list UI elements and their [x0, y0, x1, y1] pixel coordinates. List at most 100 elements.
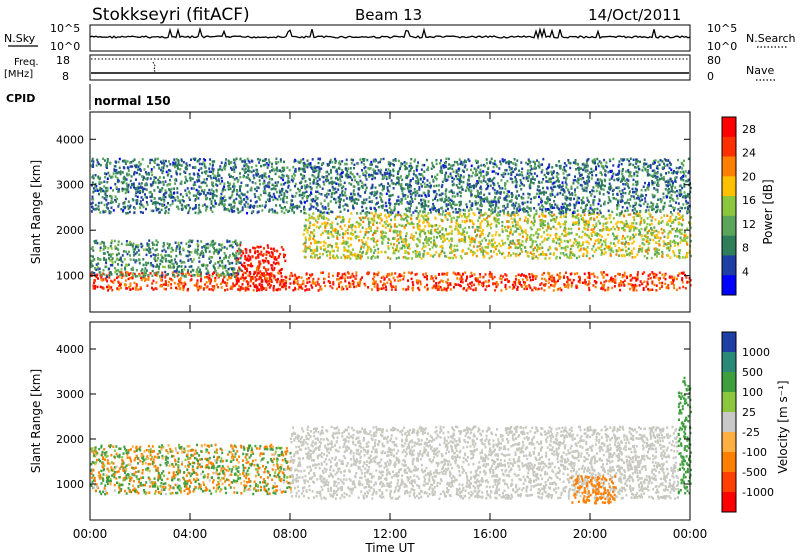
power-cell — [473, 238, 476, 241]
power-cell — [97, 267, 100, 271]
power-cell — [623, 224, 626, 228]
power-cell — [588, 257, 591, 260]
power-cell — [621, 237, 624, 240]
power-cell — [389, 242, 392, 246]
power-cell — [640, 227, 643, 231]
power-cell — [218, 264, 221, 267]
power-cell — [487, 280, 490, 284]
power-cell — [609, 252, 612, 255]
power-cell — [355, 285, 358, 288]
power-cell — [566, 245, 569, 248]
power-cell — [150, 209, 153, 213]
power-cell — [686, 235, 689, 239]
power-cell — [249, 264, 252, 268]
power-cell — [188, 253, 191, 257]
power-cell — [649, 166, 652, 169]
power-cell — [683, 159, 686, 163]
power-cell — [542, 223, 545, 226]
power-cell — [410, 271, 413, 274]
power-cell — [650, 231, 653, 235]
power-cell — [239, 286, 242, 289]
power-cell — [240, 198, 243, 202]
power-cell — [371, 177, 374, 181]
power-cell — [183, 285, 185, 288]
power-cell — [204, 283, 207, 286]
power-cell — [559, 275, 562, 279]
power-cell — [517, 213, 520, 217]
power-cell — [257, 253, 260, 257]
power-cell — [136, 274, 139, 278]
power-cell — [322, 244, 325, 247]
power-cell — [264, 191, 267, 195]
power-cell — [284, 254, 287, 257]
power-cell — [539, 224, 542, 228]
power-cell — [643, 220, 646, 223]
power-cell — [472, 186, 475, 190]
power-cell — [350, 237, 353, 241]
power-cell — [506, 203, 509, 206]
power-cell — [522, 197, 525, 200]
power-cell — [381, 240, 384, 244]
power-cell — [573, 238, 576, 241]
power-cell — [243, 159, 246, 162]
power-cell — [339, 225, 342, 228]
power-cell — [319, 287, 322, 291]
power-cell — [542, 214, 545, 218]
power-cell — [684, 170, 687, 173]
power-cell — [585, 248, 587, 251]
power-cell — [568, 256, 571, 259]
power-cell — [535, 230, 538, 234]
power-cell — [211, 183, 214, 186]
power-cell — [418, 186, 421, 189]
power-cell — [202, 263, 205, 266]
power-cell — [341, 288, 343, 291]
power-cell — [681, 281, 684, 284]
power-cell — [492, 238, 495, 241]
power-cell — [417, 178, 420, 181]
power-cell — [648, 289, 651, 292]
power-cell — [247, 176, 249, 180]
power-cell — [233, 188, 236, 191]
power-cell — [271, 268, 274, 272]
power-cell — [494, 219, 497, 223]
power-cell — [410, 195, 413, 199]
power-cell — [159, 262, 162, 266]
power-cell — [488, 239, 491, 242]
power-cell — [444, 238, 446, 241]
power-cell — [478, 241, 481, 244]
power-cell — [651, 233, 654, 237]
power-cell — [114, 260, 117, 264]
power-cell — [370, 212, 373, 215]
power-cell — [481, 239, 484, 242]
power-cell — [272, 268, 275, 272]
power-cell — [362, 198, 365, 202]
power-cell — [284, 259, 287, 263]
power-cell — [609, 242, 612, 245]
power-cell — [129, 272, 132, 275]
power-cell — [600, 281, 602, 285]
power-cell — [498, 167, 501, 170]
power-cell — [445, 157, 448, 160]
power-cell — [294, 184, 296, 188]
power-cell — [476, 277, 479, 280]
power-cell — [386, 188, 389, 191]
power-cell — [370, 248, 373, 252]
power-cell — [444, 254, 446, 258]
power-cell — [552, 225, 555, 229]
power-cell — [340, 242, 343, 245]
power-cell — [565, 253, 568, 256]
power-cell — [618, 282, 621, 285]
power-cell — [465, 252, 468, 255]
power-cell — [474, 201, 477, 204]
power-cell — [516, 221, 519, 224]
power-cell — [246, 184, 249, 187]
power-cell — [374, 281, 377, 284]
power-cell — [466, 275, 468, 278]
power-cell — [346, 232, 349, 235]
power-cell — [349, 252, 352, 256]
power-cell — [364, 183, 367, 187]
power-cell — [468, 159, 471, 163]
power-cell — [168, 244, 170, 247]
power-cell — [342, 239, 345, 243]
power-cell — [171, 279, 174, 282]
